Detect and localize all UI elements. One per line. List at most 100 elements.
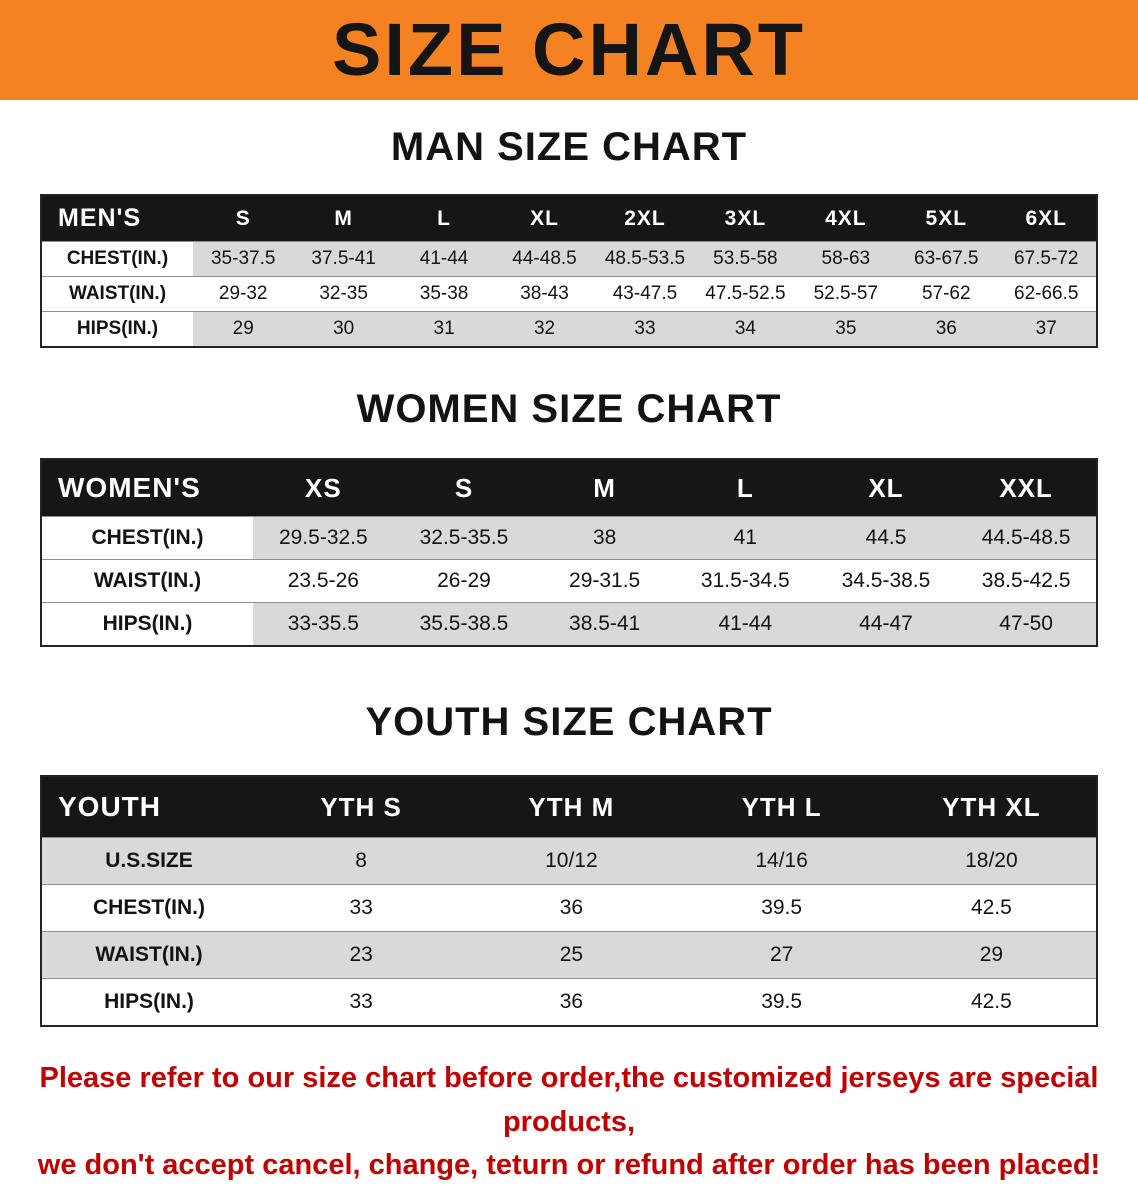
women-size-table: WOMEN'S XS S M L XL XXL CHEST(IN.) 29.5-32.5 32.5… <box>40 458 1098 647</box>
table-title-cell: MEN'S <box>41 195 193 242</box>
measurement-cell: 31 <box>393 311 495 347</box>
table-row: WAIST(IN.) 23 25 27 29 <box>41 931 1097 979</box>
measurement-cell: 36 <box>466 884 677 932</box>
measurement-cell: 32.5-35.5 <box>393 516 535 560</box>
size-column-header: 5XL <box>896 195 997 242</box>
measurement-cell: 33 <box>594 311 696 347</box>
row-label: WAIST(IN.) <box>41 276 193 312</box>
youth-section-heading: YOUTH SIZE CHART <box>365 700 773 744</box>
size-column-header: YTH L <box>676 776 887 838</box>
size-column-header: 3XL <box>695 195 796 242</box>
measurement-cell: 10/12 <box>466 837 677 885</box>
measurement-cell: 14/16 <box>676 837 887 885</box>
youth-size-table: YOUTH YTH S YTH M YTH L YTH XL U.S.SIZE 8 10/12… <box>40 775 1098 1027</box>
table-header-row: MEN'S S M L XL 2XL 3XL 4XL 5XL 6XL <box>41 195 1097 242</box>
table-title-cell: YOUTH <box>41 776 256 838</box>
size-column-header: YTH M <box>466 776 677 838</box>
table-header-row: WOMEN'S XS S M L XL XXL <box>41 459 1097 517</box>
measurement-cell: 8 <box>256 837 467 885</box>
measurement-cell: 43-47.5 <box>594 276 696 312</box>
row-label: HIPS(IN.) <box>41 311 193 347</box>
table-title-cell: WOMEN'S <box>41 459 253 517</box>
women-size-section: WOMEN SIZE CHART WOMEN'S XS S M L XL XXL CHEST(… <box>0 386 1138 647</box>
size-column-header: 6XL <box>996 195 1097 242</box>
measurement-cell: 35-37.5 <box>193 241 294 277</box>
measurement-cell: 35-38 <box>393 276 495 312</box>
row-label: WAIST(IN.) <box>41 559 253 603</box>
measurement-cell: 34 <box>695 311 796 347</box>
table-row: CHEST(IN.) 33 36 39.5 42.5 <box>41 884 1097 932</box>
measurement-cell: 35 <box>795 311 897 347</box>
measurement-cell: 38 <box>534 516 675 560</box>
disclaimer-line-1: Please refer to our size chart before or… <box>39 1062 1099 1138</box>
measurement-cell: 39.5 <box>676 978 887 1026</box>
measurement-cell: 38-43 <box>494 276 595 312</box>
size-column-header: XS <box>253 459 394 517</box>
table-header-row: YOUTH YTH S YTH M YTH L YTH XL <box>41 776 1097 838</box>
table-row: HIPS(IN.) 33 36 39.5 42.5 <box>41 978 1097 1026</box>
measurement-cell: 32 <box>494 311 595 347</box>
measurement-cell: 35.5-38.5 <box>393 602 535 646</box>
measurement-cell: 29 <box>193 311 294 347</box>
youth-size-section: YOUTH SIZE CHART YOUTH YTH S YTH M YTH L YTH… <box>0 699 1138 1027</box>
measurement-cell: 36 <box>466 978 677 1026</box>
row-label: CHEST(IN.) <box>41 241 193 277</box>
page-title: SIZE CHART <box>332 8 806 91</box>
disclaimer-line-2: we don't accept cancel, change, teturn o… <box>37 1149 1101 1181</box>
measurement-cell: 42.5 <box>886 884 1097 932</box>
measurement-cell: 29 <box>886 931 1097 979</box>
size-column-header: 2XL <box>594 195 696 242</box>
measurement-cell: 44.5 <box>815 516 957 560</box>
measurement-cell: 38.5-41 <box>534 602 675 646</box>
measurement-cell: 23 <box>256 931 467 979</box>
measurement-cell: 48.5-53.5 <box>594 241 696 277</box>
women-section-heading: WOMEN SIZE CHART <box>356 387 782 431</box>
measurement-cell: 31.5-34.5 <box>674 559 816 603</box>
men-size-section: MAN SIZE CHART MEN'S S M L XL 2XL 3XL 4XL 5XL 6XL… <box>0 124 1138 348</box>
size-column-header: S <box>193 195 294 242</box>
measurement-cell: 29-32 <box>193 276 294 312</box>
measurement-cell: 41-44 <box>393 241 495 277</box>
banner: SIZE CHART <box>0 0 1138 100</box>
measurement-cell: 34.5-38.5 <box>815 559 957 603</box>
measurement-cell: 33 <box>256 884 467 932</box>
measurement-cell: 29.5-32.5 <box>253 516 394 560</box>
size-column-header: L <box>674 459 816 517</box>
measurement-cell: 41 <box>674 516 816 560</box>
measurement-cell: 25 <box>466 931 677 979</box>
measurement-cell: 23.5-26 <box>253 559 394 603</box>
row-label: CHEST(IN.) <box>41 884 256 932</box>
size-column-header: XXL <box>956 459 1097 517</box>
measurement-cell: 26-29 <box>393 559 535 603</box>
measurement-cell: 53.5-58 <box>695 241 796 277</box>
measurement-cell: 18/20 <box>886 837 1097 885</box>
table-row: HIPS(IN.) 33-35.5 35.5-38.5 38.5-41 41-44 44-… <box>41 602 1097 646</box>
measurement-cell: 44.5-48.5 <box>956 516 1097 560</box>
measurement-cell: 63-67.5 <box>896 241 997 277</box>
size-column-header: XL <box>494 195 595 242</box>
measurement-cell: 30 <box>293 311 394 347</box>
measurement-cell: 62-66.5 <box>996 276 1097 312</box>
table-row: CHEST(IN.) 35-37.5 37.5-41 41-44 44-48.5 48.5… <box>41 241 1097 277</box>
size-column-header: 4XL <box>795 195 897 242</box>
size-column-header: L <box>393 195 495 242</box>
size-column-header: M <box>293 195 394 242</box>
men-section-heading: MAN SIZE CHART <box>390 125 748 169</box>
row-label: HIPS(IN.) <box>41 978 256 1026</box>
size-column-header: XL <box>815 459 957 517</box>
measurement-cell: 44-47 <box>815 602 957 646</box>
measurement-cell: 44-48.5 <box>494 241 595 277</box>
measurement-cell: 52.5-57 <box>795 276 897 312</box>
row-label: U.S.SIZE <box>41 837 256 885</box>
measurement-cell: 29-31.5 <box>534 559 675 603</box>
measurement-cell: 27 <box>676 931 887 979</box>
size-column-header: YTH S <box>256 776 467 838</box>
table-row: HIPS(IN.) 29 30 31 32 33 34 35 36 37 <box>41 311 1097 347</box>
measurement-cell: 37.5-41 <box>293 241 394 277</box>
table-row: U.S.SIZE 8 10/12 14/16 18/20 <box>41 837 1097 885</box>
measurement-cell: 33-35.5 <box>253 602 394 646</box>
row-label: WAIST(IN.) <box>41 931 256 979</box>
measurement-cell: 36 <box>896 311 997 347</box>
measurement-cell: 58-63 <box>795 241 897 277</box>
